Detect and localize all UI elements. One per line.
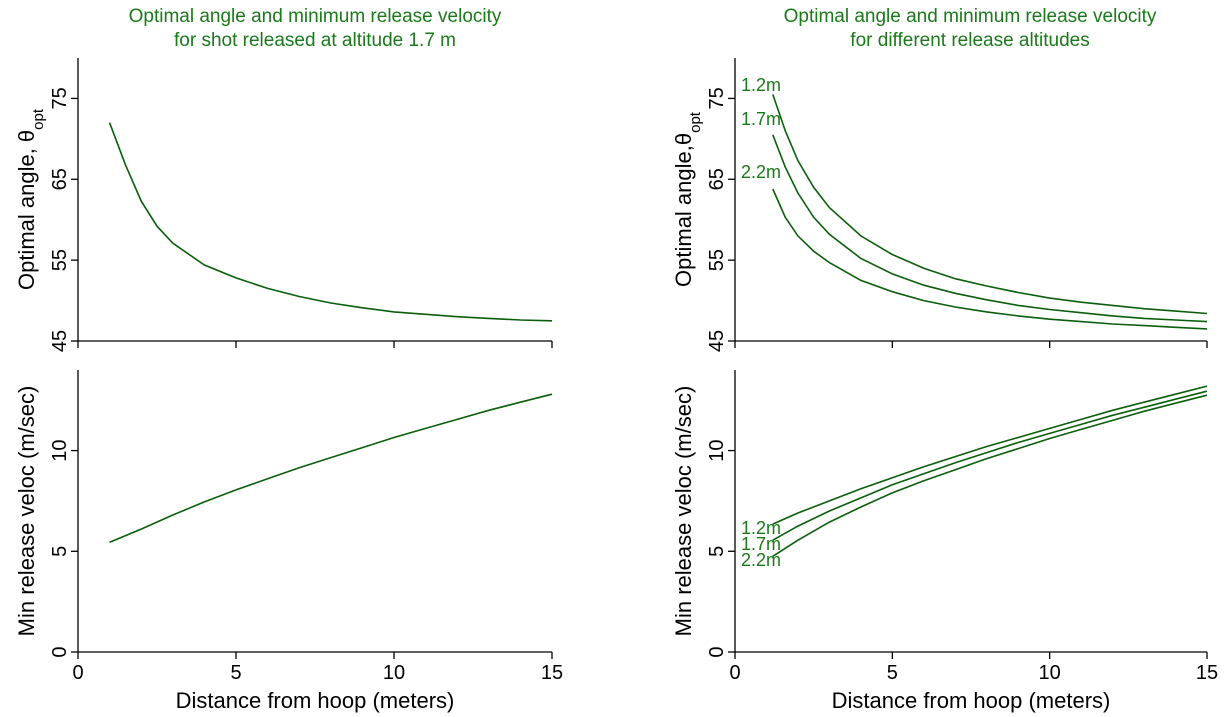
- y-tick-label: 65: [49, 168, 71, 190]
- series-label-1.7m: 1.7m: [741, 534, 781, 554]
- series-line-2.2m: [772, 188, 1208, 330]
- x-axis-label: Distance from hoop (meters): [176, 688, 455, 713]
- series-label-2.2m: 2.2m: [741, 550, 781, 570]
- x-tick-label: 0: [72, 662, 83, 684]
- x-tick-label: 5: [887, 662, 898, 684]
- x-tick-label: 5: [230, 662, 241, 684]
- panel-left_bottom: 0 5 10 0 5 10 15 Distance from hoop (meters) Min…: [14, 370, 563, 713]
- x-tick-label: 0: [729, 662, 740, 684]
- y-axis-label: Min release veloc (m/sec): [14, 386, 39, 637]
- series-line-1.7m: [772, 134, 1208, 323]
- y-tick-label: 75: [706, 87, 728, 109]
- chart-title-line-1: Optimal angle and minimum release veloci…: [784, 6, 1157, 27]
- series-line-1.2m: [772, 385, 1208, 525]
- y-tick-label: 75: [49, 87, 71, 109]
- y-tick-label: 55: [49, 249, 71, 271]
- y-tick-label: 65: [706, 168, 728, 190]
- y-tick-label: 10: [49, 439, 71, 461]
- chart-title-line-2: for shot released at altitude 1.7 m: [174, 30, 456, 51]
- y-axis-label-subscript: opt: [687, 111, 704, 133]
- y-tick-label: 5: [706, 546, 728, 557]
- panel-right_top: Optimal angle and minimum release veloci…: [671, 6, 1208, 352]
- series-label-1.2m: 1.2m: [741, 75, 781, 95]
- series-line: [108, 122, 553, 322]
- panel-left_top: Optimal angle and minimum release veloci…: [14, 6, 553, 352]
- y-tick-label: 55: [706, 249, 728, 271]
- series-line-1.7m: [772, 390, 1208, 541]
- series-label-2.2m: 2.2m: [741, 162, 781, 182]
- panel-right_bottom: 0 5 10 0 5 10 15 Distance from hoop (meters) Min…: [671, 370, 1218, 713]
- chart-title-line-1: Optimal angle and minimum release veloci…: [129, 6, 502, 27]
- x-tick-label: 15: [541, 662, 563, 684]
- x-tick-label: 15: [1196, 662, 1218, 684]
- y-tick-label: 5: [49, 546, 71, 557]
- y-axis-label: Optimal angle, θopt: [14, 108, 47, 290]
- x-tick-label: 10: [1039, 662, 1061, 684]
- y-tick-label: 0: [49, 646, 71, 657]
- y-tick-label: 0: [706, 646, 728, 657]
- series-label-1.7m: 1.7m: [741, 109, 781, 129]
- series-line-1.2m: [772, 94, 1208, 315]
- y-axis-label: Optimal angle,θopt: [671, 111, 704, 287]
- y-axis-label: Min release veloc (m/sec): [671, 386, 696, 637]
- series-label-1.2m: 1.2m: [741, 518, 781, 538]
- y-tick-label: 45: [49, 330, 71, 352]
- y-axis-label-subscript: opt: [30, 108, 47, 130]
- x-tick-label: 10: [383, 662, 405, 684]
- y-tick-label: 10: [706, 439, 728, 461]
- series-line: [109, 393, 553, 543]
- chart-title-line-2: for different release altitudes: [850, 30, 1089, 51]
- x-axis-label: Distance from hoop (meters): [832, 688, 1111, 713]
- series-line-2.2m: [772, 394, 1208, 557]
- y-tick-label: 45: [706, 330, 728, 352]
